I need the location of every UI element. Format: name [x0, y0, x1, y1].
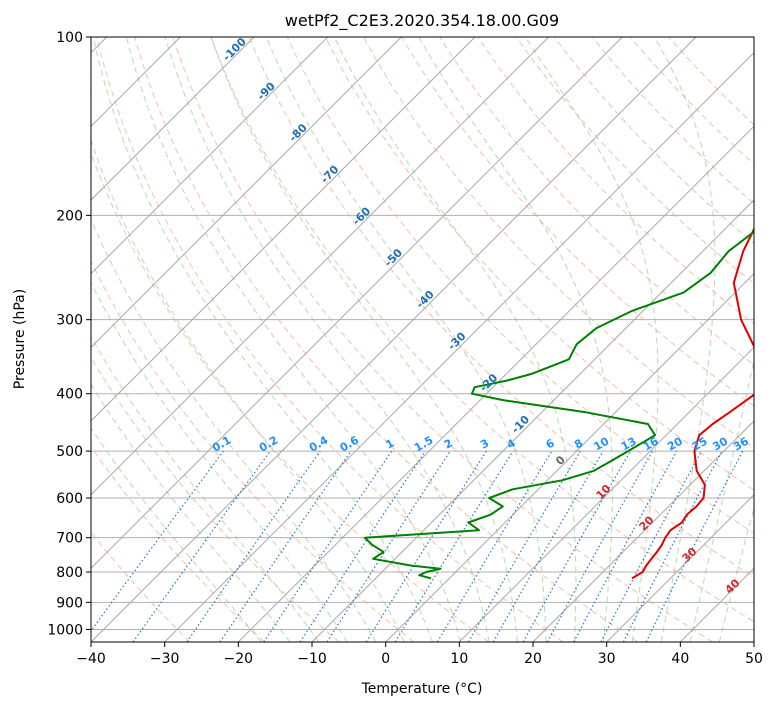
dry-adiabat-line — [324, 37, 754, 491]
y-tick-label: 700 — [56, 531, 83, 547]
y-tick-label: 400 — [56, 387, 83, 403]
isotherm-line — [91, 37, 402, 349]
y-tick-label: 900 — [56, 595, 83, 611]
isotherm-line — [91, 37, 476, 422]
moist-adiabat-line — [91, 138, 405, 642]
moist-adiabat-line — [718, 506, 754, 642]
x-tick-label: 0 — [381, 651, 390, 667]
dry-adiabat-line — [91, 445, 265, 642]
dry-adiabat-line — [91, 260, 415, 642]
x-tick-label: −10 — [297, 651, 327, 667]
plot-frame — [90, 36, 755, 643]
isotherm-line — [91, 37, 697, 642]
mixing-ratio-line — [573, 450, 678, 642]
profile-series — [363, 226, 754, 580]
y-tick-label: 500 — [56, 444, 83, 460]
moist-adiabat-line — [91, 281, 348, 642]
isotherm-line — [91, 37, 623, 570]
mixing-ratio-line — [326, 450, 451, 642]
x-tick-label: 20 — [524, 651, 542, 667]
dry-adiabat-line — [515, 37, 754, 285]
mixing-ratio-line — [365, 450, 487, 642]
y-tick-label: 300 — [56, 313, 83, 329]
moist-adiabat-line — [653, 37, 716, 642]
dewpoint-profile-line — [363, 230, 754, 580]
moist-adiabat-line — [91, 335, 320, 642]
x-tick-label: 40 — [671, 651, 689, 667]
temperature-profile-line — [631, 226, 754, 580]
chart-title: wetPf2_C2E3.2020.354.18.00.G09 — [285, 11, 559, 31]
moist-adiabat-line — [210, 37, 518, 642]
mixing-ratio-line — [132, 450, 271, 642]
moist-adiabat-line — [125, 37, 462, 642]
x-tick-label: 30 — [598, 651, 616, 667]
grid-layer — [91, 37, 754, 630]
moist-adiabat-line — [265, 37, 547, 642]
x-tick-label: 10 — [450, 651, 468, 667]
y-tick-label: 1000 — [47, 622, 83, 638]
mixing-ratio-line — [436, 450, 553, 642]
mixing-ratio-line — [91, 450, 224, 632]
y-tick-label: 600 — [56, 491, 83, 507]
dry-adiabat-line — [363, 37, 754, 449]
moist-adiabat-line — [689, 357, 754, 642]
x-tick-label: −20 — [224, 651, 254, 667]
moist-adiabat-line — [524, 37, 659, 642]
mixing-ratio-line — [546, 450, 654, 642]
plot-area — [91, 37, 754, 642]
mixing-ratio-line — [492, 450, 604, 642]
isotherm-line — [532, 420, 754, 642]
x-axis-title: Temperature (°C) — [361, 681, 483, 697]
y-tick-label: 200 — [56, 208, 83, 224]
x-tick-label: −30 — [150, 651, 180, 667]
moist-adiabat-line — [92, 37, 433, 642]
dry-adiabat-line — [477, 37, 754, 325]
mixing-ratio-line — [394, 450, 514, 642]
moist-adiabat-line — [91, 218, 377, 642]
moist-adiabat-line — [164, 37, 490, 642]
isotherm-line — [458, 346, 754, 642]
x-tick-label: −40 — [76, 651, 106, 667]
y-tick-label: 800 — [56, 565, 83, 581]
dry-adiabat-line — [96, 37, 564, 642]
x-tick-label: 50 — [745, 651, 763, 667]
dry-adiabats — [91, 37, 754, 642]
isotherm-line — [385, 272, 754, 642]
moist-adiabat-line — [91, 427, 262, 642]
isotherm-line — [164, 51, 754, 642]
y-tick-label: 100 — [56, 30, 83, 46]
isotherm-line — [91, 37, 255, 201]
dry-adiabat-line — [248, 37, 754, 578]
mixing-ratio-lines — [91, 450, 744, 642]
isotherm-line — [91, 37, 329, 275]
moist-adiabat-line — [333, 37, 577, 642]
mixing-ratio-line — [186, 450, 321, 642]
y-axis-title: Pressure (hPa) — [12, 289, 28, 389]
isotherm-line — [91, 37, 550, 496]
dry-adiabat-line — [401, 37, 754, 407]
mixing-ratio-line — [522, 450, 632, 642]
moist-adiabats — [91, 37, 754, 642]
moist-adiabat-line — [91, 383, 291, 642]
skewed-isotherms — [91, 37, 754, 642]
mixing-ratio-line — [219, 450, 352, 642]
dry-adiabat-line — [630, 37, 754, 165]
dry-adiabat-line — [210, 37, 754, 623]
isotherm-line — [237, 125, 754, 642]
dry-adiabat-line — [134, 37, 639, 642]
moist-adiabat-line — [418, 37, 613, 642]
isotherm-line — [606, 493, 754, 642]
mixing-ratio-line — [467, 450, 581, 642]
